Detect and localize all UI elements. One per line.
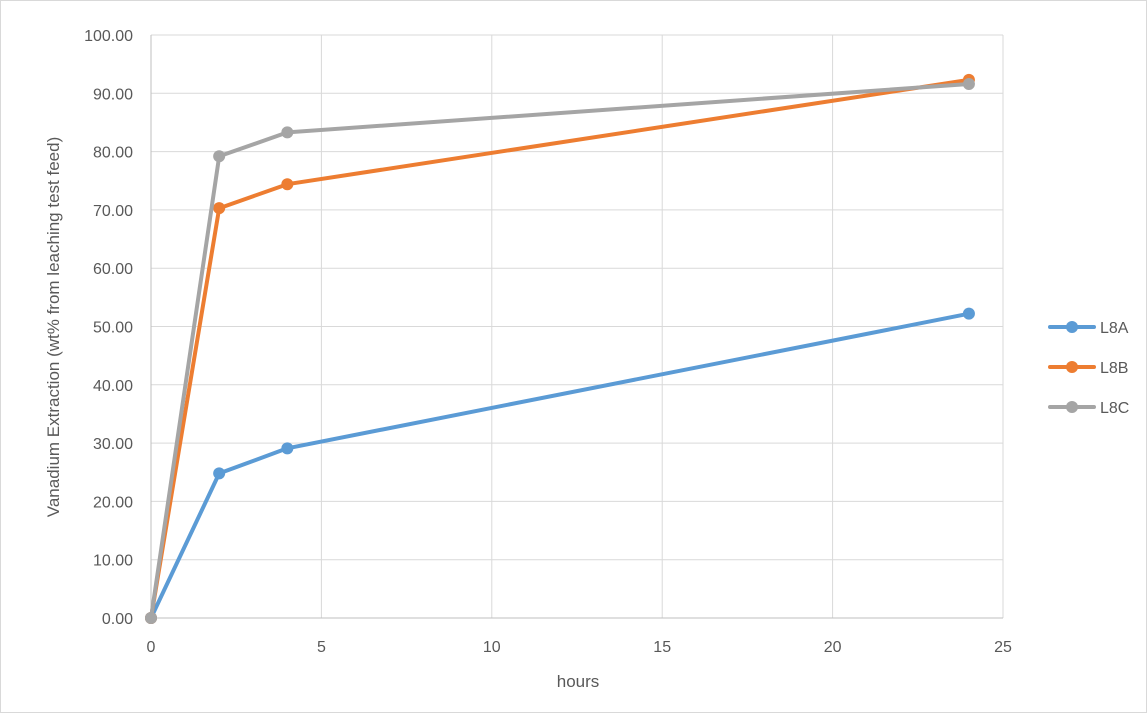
legend: L8A L8B L8C — [1048, 320, 1129, 417]
y-tick-label: 50.00 — [93, 320, 133, 337]
y-axis-title: Vanadium Extraction (wt% from leaching t… — [44, 137, 63, 517]
x-axis-title: hours — [557, 672, 600, 691]
y-tick-label: 40.00 — [93, 378, 133, 395]
legend-swatch-marker — [1066, 401, 1078, 413]
legend-swatch-marker — [1066, 321, 1078, 333]
data-point-l8c — [145, 612, 157, 624]
data-point-l8a — [962, 307, 975, 320]
x-tick-label: 0 — [147, 639, 156, 656]
legend-swatch-marker — [1066, 361, 1078, 373]
data-point-l8b — [281, 178, 294, 191]
legend-label: L8A — [1100, 320, 1129, 337]
y-tick-label: 80.00 — [93, 145, 133, 162]
series-line-l8a — [149, 311, 971, 620]
data-point-l8c — [962, 77, 975, 90]
y-tick-label: 60.00 — [93, 261, 133, 278]
series-l8b — [145, 73, 975, 624]
y-tick-label: 70.00 — [93, 203, 133, 220]
data-point-l8c — [213, 150, 226, 163]
y-tick-label: 30.00 — [93, 436, 133, 453]
series-line-l8c — [149, 82, 971, 620]
legend-item-l8a: L8A — [1048, 320, 1129, 337]
data-point-l8a — [281, 442, 294, 455]
gridlines — [151, 34, 1004, 618]
x-tick-label: 5 — [317, 639, 326, 656]
x-tick-label: 15 — [653, 639, 671, 656]
y-tick-label: 100.00 — [84, 28, 133, 45]
y-tick-label: 0.00 — [102, 611, 133, 628]
axes: 0.00 10.00 20.00 30.00 40.00 50.00 60.00 70.00 8… — [84, 28, 1012, 656]
series-l8a — [145, 307, 975, 624]
x-tick-label: 25 — [994, 639, 1012, 656]
data-point-l8c — [281, 126, 294, 139]
data-point-l8a — [213, 467, 226, 480]
y-tick-label: 10.00 — [93, 553, 133, 570]
legend-label: L8B — [1100, 360, 1128, 377]
data-point-l8b — [213, 202, 226, 215]
legend-label: L8C — [1100, 400, 1129, 417]
x-tick-label: 20 — [824, 639, 842, 656]
y-tick-label: 90.00 — [93, 86, 133, 103]
legend-item-l8b: L8B — [1048, 360, 1128, 377]
y-tick-label: 20.00 — [93, 494, 133, 511]
legend-item-l8c: L8C — [1048, 400, 1129, 417]
series-l8c — [145, 77, 975, 624]
data-series — [145, 73, 975, 624]
x-tick-label: 10 — [483, 639, 501, 656]
series-line-l8b — [149, 77, 971, 620]
